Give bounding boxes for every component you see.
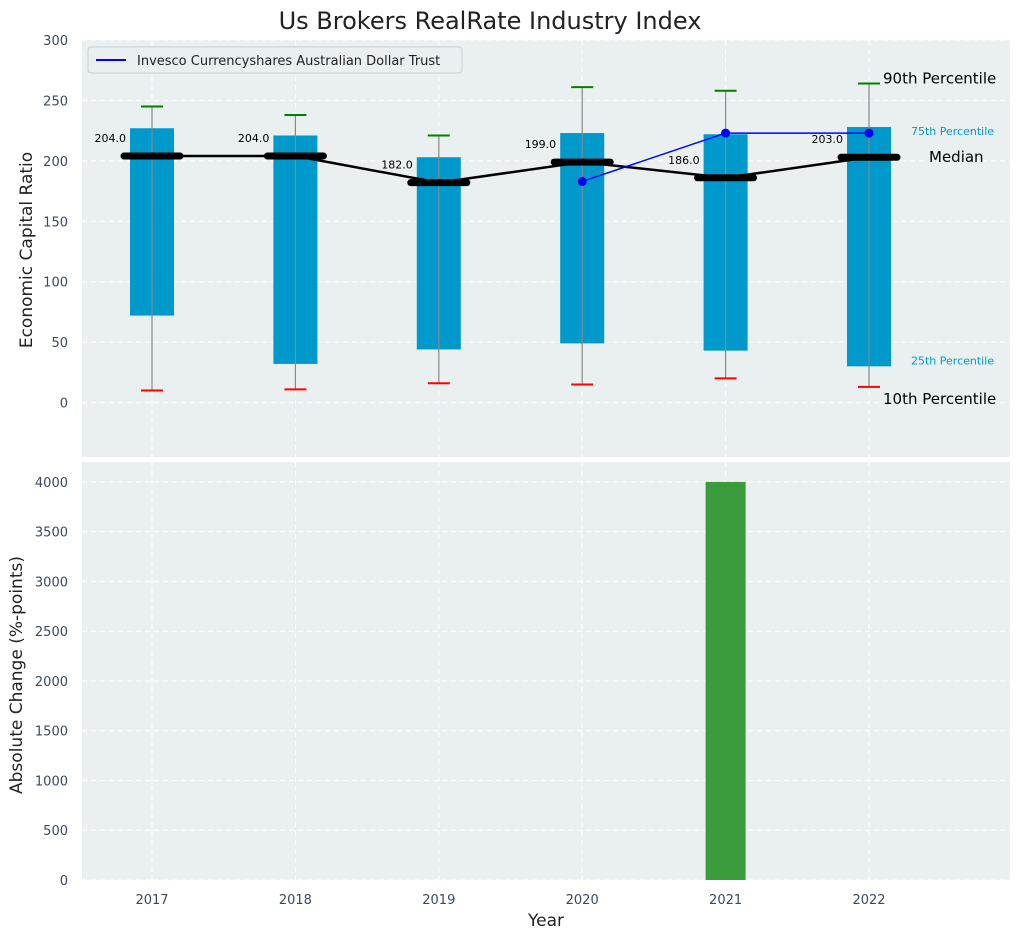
median-value-label: 186.0 (668, 154, 700, 167)
top-y-tick-label: 50 (51, 336, 68, 351)
x-tick-label-2018: 2018 (279, 893, 312, 908)
top-y-tick-label: 0 (60, 397, 68, 412)
x-tick-label-2022: 2022 (852, 893, 885, 908)
bottom-y-tick-label: 3000 (35, 575, 68, 590)
bottom-y-tick-label: 2000 (35, 675, 68, 690)
bottom-y-axis-title: Absolute Change (%-points) (7, 556, 27, 794)
chart-title: Us Brokers RealRate Industry Index (279, 7, 702, 35)
bottom-y-tick-label: 1500 (35, 725, 68, 740)
x-tick-label-2017: 2017 (135, 893, 168, 908)
series-point-2021 (721, 128, 731, 138)
bottom-y-tick-label: 0 (60, 874, 68, 889)
annotation-90th-percentile: 90th Percentile (883, 70, 996, 88)
legend-box (87, 46, 463, 74)
bottom-panel: 0 500 1000 1500 2000 2500 3000 3500 4000 2017 201… (7, 462, 1010, 931)
legend: Invesco Currencyshares Australian Dollar… (87, 46, 463, 74)
x-tick-label-2020: 2020 (566, 893, 599, 908)
x-tick-label-2021: 2021 (709, 893, 742, 908)
bottom-plot-background (82, 462, 1010, 880)
annotation-median: Median (929, 148, 984, 166)
median-value-label: 182.0 (381, 159, 413, 172)
bottom-y-tick-label: 1000 (35, 774, 68, 789)
median-value-label: 204.0 (95, 132, 127, 145)
x-tick-label-2019: 2019 (422, 893, 455, 908)
annotation-75th-percentile: 75th Percentile (911, 125, 994, 138)
median-value-label: 199.0 (525, 138, 557, 151)
top-y-tick-label: 300 (43, 34, 68, 49)
legend-label: Invesco Currencyshares Australian Dollar… (137, 54, 440, 69)
x-axis-title: Year (527, 911, 564, 931)
top-panel: 0 50 100 150 200 250 300 204.0 204.0 182.0 199.0 1… (17, 7, 1010, 457)
bottom-y-tick-label: 500 (43, 824, 68, 839)
top-y-tick-label: 150 (43, 215, 68, 230)
median-value-label: 204.0 (238, 132, 270, 145)
top-y-tick-label: 200 (43, 155, 68, 170)
top-y-tick-label: 250 (43, 94, 68, 109)
series-point-2022 (864, 128, 874, 138)
series-point-2020 (577, 176, 587, 186)
bar-2021 (705, 481, 746, 880)
top-y-axis-title: Economic Capital Ratio (17, 152, 37, 348)
median-value-label: 203.0 (812, 133, 844, 146)
annotation-10th-percentile: 10th Percentile (883, 390, 996, 408)
bottom-y-tick-label: 4000 (35, 476, 68, 491)
bottom-y-tick-label: 2500 (35, 625, 68, 640)
annotation-25th-percentile: 25th Percentile (911, 354, 994, 367)
top-y-tick-label: 100 (43, 276, 68, 291)
bottom-y-tick-label: 3500 (35, 526, 68, 541)
